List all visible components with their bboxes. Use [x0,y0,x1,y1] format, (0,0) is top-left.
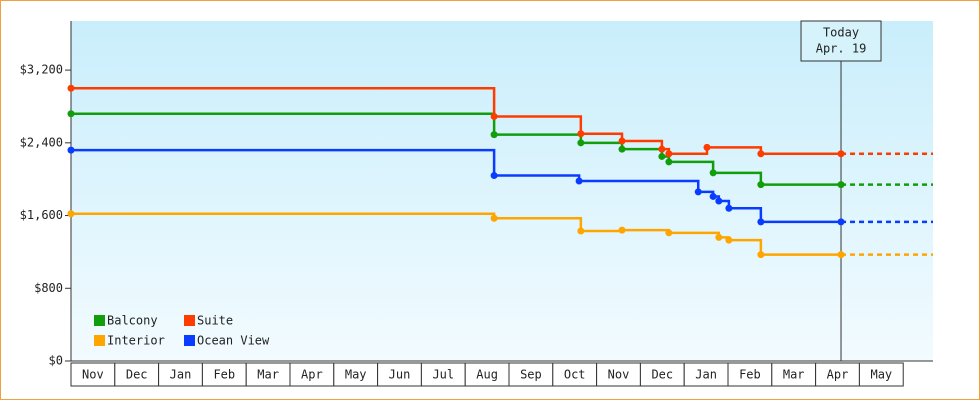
series-marker [757,251,765,259]
x-tick-label: Sep [520,368,542,382]
series-marker [658,152,666,160]
plot-area [71,21,933,361]
x-tick-label: Dec [126,368,148,382]
legend-label: Balcony [107,314,158,328]
legend-label: Suite [197,314,233,328]
x-tick-box [858,362,904,387]
x-tick-label: Apr [301,368,323,382]
series-marker [757,181,765,189]
y-tick-label: $2,400 [20,135,63,149]
series-marker [757,150,765,158]
y-tick-label: $0 [49,354,63,368]
x-tick-label: Apr [827,368,849,382]
x-tick-label: Aug [476,368,498,382]
x-tick-label: Dec [651,368,673,382]
series-marker [67,84,75,92]
series-marker [618,145,626,153]
series-marker [67,210,75,218]
x-tick-label: Nov [608,368,630,382]
series-marker [490,172,498,180]
series-marker [709,169,717,177]
x-tick-label: Jun [389,368,411,382]
legend-swatch [184,335,195,346]
series-marker [715,233,723,241]
series-marker [757,218,765,226]
series-marker [618,226,626,234]
legend-swatch [184,315,195,326]
series-marker [665,158,673,166]
legend-label: Ocean View [197,334,270,348]
series-marker [715,197,723,205]
series-marker [577,139,585,147]
x-tick-label: Nov [82,368,104,382]
series-line [71,112,842,186]
legend-swatch [94,335,105,346]
y-tick-label: $3,200 [20,63,63,77]
series-marker [694,188,702,196]
x-tick-label: Feb [213,368,235,382]
legend-swatch [94,315,105,326]
x-tick-label: Feb [739,368,761,382]
series-marker [837,218,845,226]
series-marker [665,150,673,158]
series-marker [658,145,666,153]
x-tick-label: Oct [564,368,586,382]
today-label: Today [823,26,859,40]
series-line [71,87,842,155]
series-marker [725,204,733,212]
today-box [800,20,882,62]
series-marker [709,192,717,200]
y-tick-label: $1,600 [20,208,63,222]
series-marker [837,181,845,189]
series-marker [67,146,75,154]
series-marker [837,150,845,158]
series-marker [490,214,498,222]
x-tick-label: May [870,368,892,382]
series-marker [490,112,498,120]
today-label: Apr. 19 [816,42,867,56]
y-tick-label: $800 [34,281,63,295]
series-marker [577,130,585,138]
x-tick-label: May [345,368,367,382]
series-marker [725,236,733,244]
series-marker [490,131,498,139]
x-tick-label: Jan [695,368,717,382]
series-marker [575,177,583,185]
series-marker [67,110,75,118]
x-tick-label: Jan [170,368,192,382]
series-marker [837,251,845,259]
series-marker [703,143,711,151]
x-tick-label: Jul [432,368,454,382]
series-marker [665,229,673,237]
x-tick-label: Mar [783,368,805,382]
legend-label: Interior [107,334,165,348]
series-marker [577,227,585,235]
series-marker [618,137,626,145]
x-tick-label: Mar [257,368,279,382]
